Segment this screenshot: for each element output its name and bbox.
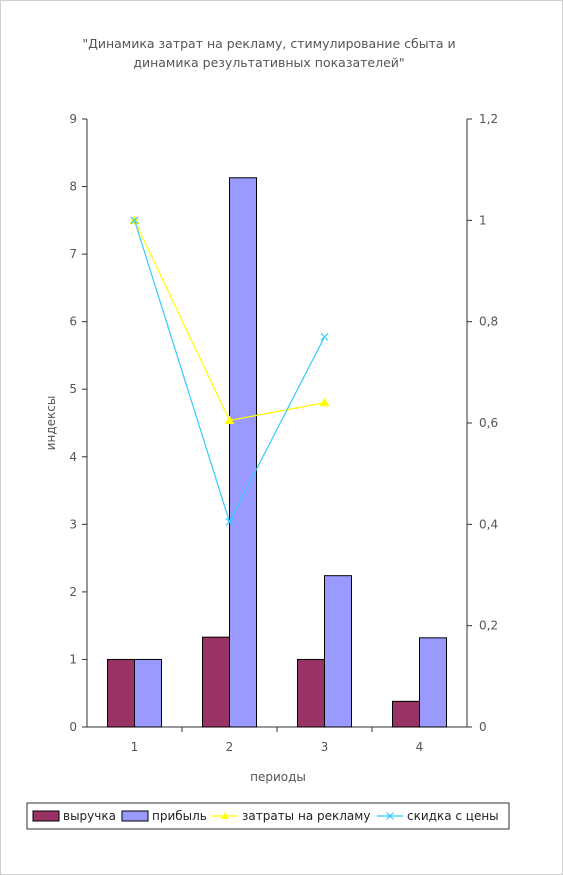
x-tick-label: 4 (416, 740, 424, 754)
bar-прибыль (419, 637, 447, 728)
y-tick-label: 3 (69, 517, 77, 531)
bar-выручка (107, 658, 135, 728)
y2-tick-label: 0,6 (479, 416, 498, 430)
legend-box (26, 802, 510, 830)
legend-swatch-выручка (32, 810, 60, 822)
point-скидка с цены (225, 517, 234, 526)
chart-title-line-2: динамика результативных показателей" (133, 55, 404, 70)
legend-marker-скидка с цены (386, 812, 394, 820)
y-axis-label: индексы (44, 396, 58, 451)
y2-tick-label: 1,2 (479, 112, 498, 126)
y2-tick-label: 0,2 (479, 619, 498, 633)
legend-label-прибыль: прибыль (152, 809, 207, 823)
point-затраты на рекламу (319, 397, 330, 407)
x-tick-label: 3 (321, 740, 329, 754)
legend-label-выручка: выручка (63, 809, 116, 823)
point-затраты на рекламу (224, 415, 235, 424)
x-tick-label: 1 (131, 740, 139, 754)
y-tick-label: 5 (69, 382, 77, 396)
bar-выручка (202, 636, 230, 728)
bar-выручка (297, 658, 325, 728)
y-tick-label: 0 (69, 720, 77, 734)
bar-прибыль (324, 575, 352, 728)
point-скидка с цены (320, 332, 329, 341)
y2-tick-label: 0,4 (479, 517, 498, 531)
y-tick-label: 4 (69, 450, 77, 464)
y-tick-label: 1 (69, 652, 77, 666)
y2-tick-label: 1 (479, 213, 487, 227)
bar-выручка (392, 700, 420, 728)
bar-прибыль (229, 177, 257, 728)
legend-swatch-прибыль (121, 810, 149, 822)
point-скидка с цены (130, 216, 139, 225)
y-tick-label: 2 (69, 585, 77, 599)
bar-прибыль (134, 658, 162, 728)
x-tick-label: 2 (226, 740, 234, 754)
legend: выручка прибыль затраты на рекламу скидка с… (26, 802, 510, 830)
y2-tick-label: 0 (479, 720, 487, 734)
y-tick-label: 6 (69, 315, 77, 329)
y2-tick-label: 0,8 (479, 315, 498, 329)
plot-area: 0 1 2 3 4 5 6 7 8 9 0 0,2 0,4 0,6 0,8 1 1,2 1 2 3 4 (69, 112, 498, 754)
y-tick-label: 9 (69, 112, 77, 126)
y-tick-label: 8 (69, 180, 77, 194)
y-tick-label: 7 (69, 247, 77, 261)
legend-label-скидка с цены: скидка с цены (407, 809, 499, 823)
legend-label-затраты на рекламу: затраты на рекламу (242, 809, 370, 823)
chart-title-line-1: "Динамика затрат на рекламу, стимулирова… (82, 36, 455, 51)
x-axis-label: периоды (250, 770, 306, 784)
legend-marker-затраты на рекламу (221, 812, 229, 819)
